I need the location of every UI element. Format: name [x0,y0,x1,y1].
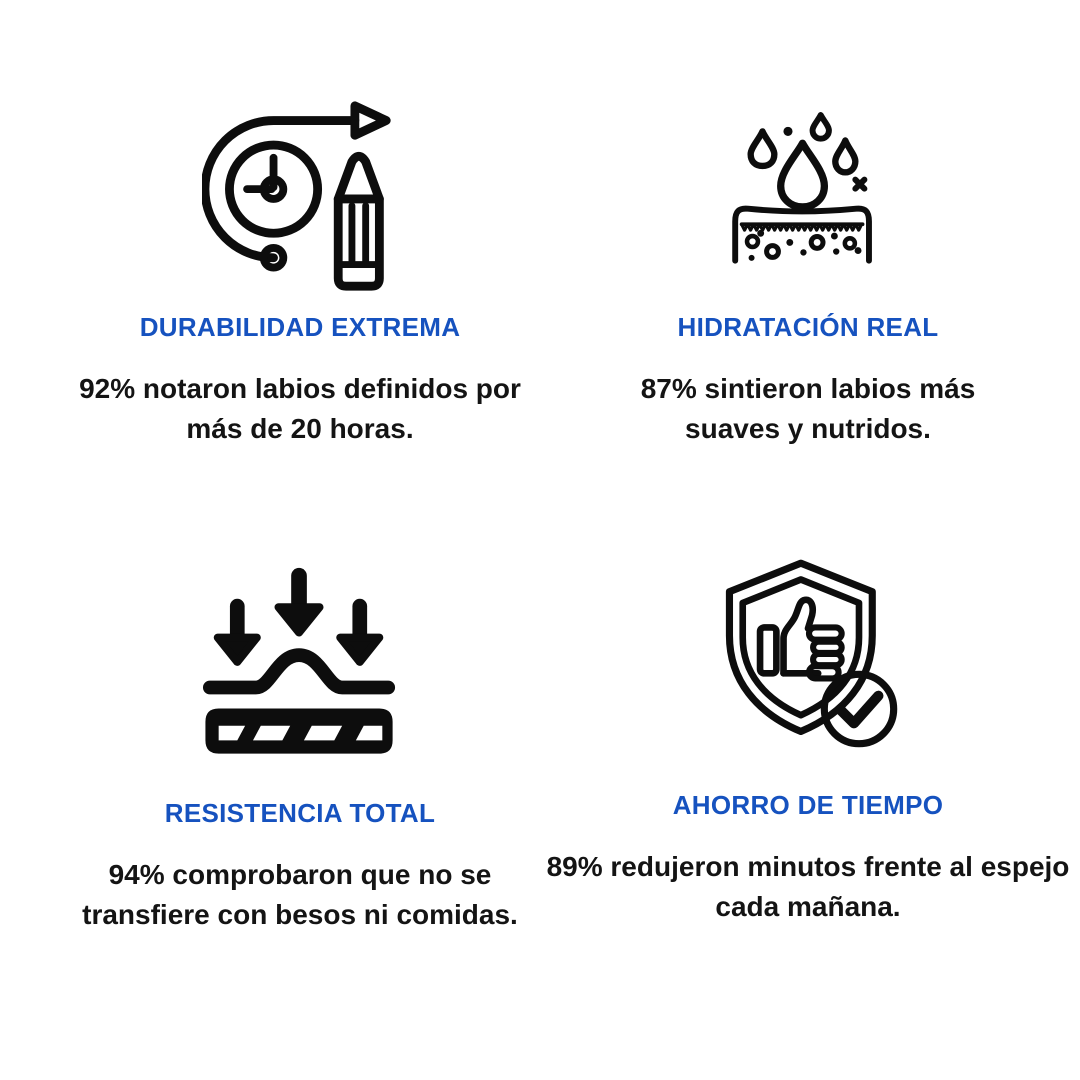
shield-thumbs-up-check-icon [706,556,910,756]
pressure-arrows-surface-icon [202,566,398,758]
feature-title: RESISTENCIA TOTAL [164,798,436,828]
feature-description: 94% comprobaron que no se transfiere con… [82,859,518,930]
clock-arrow-pencil-icon [202,100,398,292]
feature-card-resistance: RESISTENCIA TOTAL 94% comprobaron que no… [20,566,580,935]
feature-description: 92% notaron labios definidos por más de … [79,373,521,444]
feature-title: AHORRO DE TIEMPO [672,790,944,820]
feature-title: DURABILIDAD EXTREMA [139,312,461,342]
feature-description: 89% redujeron minutos frente al espejo c… [546,851,1070,922]
feature-card-hydration: HIDRATACIÓN REAL 87% sintieron labios má… [528,100,1080,449]
feature-description: 87% sintieron labios más suaves y nutrid… [640,373,976,444]
feature-card-time-saving: AHORRO DE TIEMPO 89% redujeron minutos f… [528,556,1080,927]
water-drops-skin-icon [717,100,899,292]
feature-card-durability: DURABILIDAD EXTREMA 92% notaron labios d… [20,100,580,449]
feature-title: HIDRATACIÓN REAL [677,312,939,342]
